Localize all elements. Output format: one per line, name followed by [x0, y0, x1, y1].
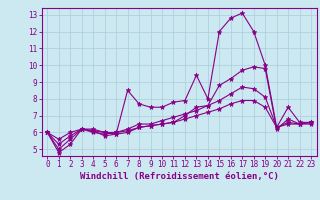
X-axis label: Windchill (Refroidissement éolien,°C): Windchill (Refroidissement éolien,°C)	[80, 172, 279, 181]
